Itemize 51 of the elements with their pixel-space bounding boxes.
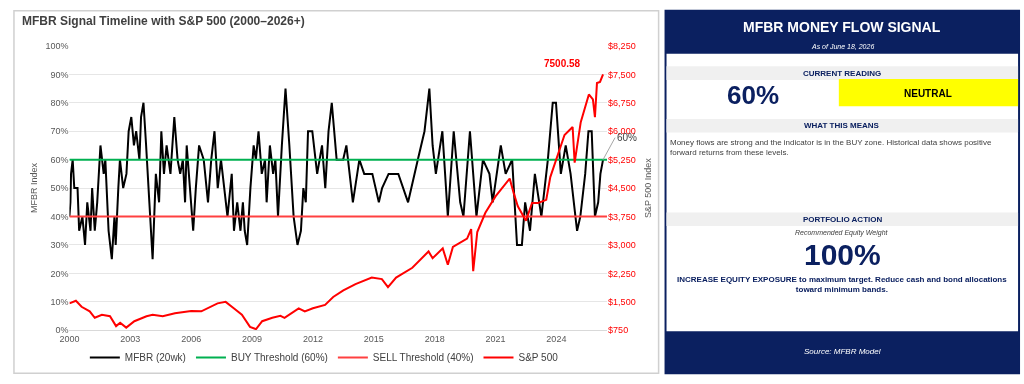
x-tick-label: 2006 (181, 334, 202, 345)
y2-tick-label: $3,000 (608, 240, 636, 251)
line-series (69, 87, 605, 261)
y2-tick-label: $5,250 (608, 154, 636, 165)
text: MFBR MONEY FLOW SIGNAL (743, 19, 941, 35)
text: NEUTRAL (904, 88, 952, 99)
text: 100% (804, 238, 881, 271)
x-tick-label: 2015 (363, 334, 384, 345)
line-series (69, 73, 605, 331)
legend-label: MFBR (20wk) (124, 352, 186, 364)
x-tick-label: 2003 (120, 334, 141, 345)
y-tick-label: 80% (50, 97, 69, 108)
text: PORTFOLIO ACTION (803, 215, 883, 224)
x-tick-label: 2024 (546, 334, 567, 345)
chart-title: MFBR Signal Timeline with S&P 500 (2000–2026+) (22, 14, 305, 28)
annotation: 7500.58 (544, 58, 581, 69)
y2-tick-label: $8,250 (608, 41, 636, 52)
y-tick-label: 100% (45, 41, 69, 52)
x-tick-label: 2021 (485, 334, 506, 345)
y2-tick-label: $7,500 (608, 69, 636, 80)
y2-tick-label: $4,500 (608, 183, 636, 194)
y-axis-title: MFBR Index (28, 162, 39, 214)
text: Money flows are strong and the indicator is in the BUY zone. Historical data shows positive forward returns from these levels. (670, 138, 992, 158)
y-tick-label: 90% (50, 69, 69, 80)
y-tick-label: 50% (50, 183, 69, 194)
annotation: 60% (617, 132, 638, 143)
text: 60% (727, 80, 780, 110)
source-note: Source: MFBR Model (804, 347, 881, 356)
text: INCREASE EQUITY EXPOSURE to maximum target. Reduce cash and bond allocations toward minimum bands. (677, 275, 1008, 295)
text: WHAT THIS MEANS (804, 121, 880, 130)
y2-tick-label: $2,250 (608, 268, 636, 279)
y-tick-label: 40% (50, 211, 69, 222)
y-tick-label: 20% (50, 268, 69, 279)
y2-tick-label: $1,500 (608, 297, 636, 308)
legend-label: S&P 500 (518, 352, 559, 364)
x-tick-label: 2009 (242, 334, 263, 345)
y-tick-label: 30% (50, 240, 69, 251)
y2-tick-label: $750 (608, 325, 629, 336)
y-tick-label: 70% (50, 126, 69, 137)
y2-tick-label: $6,750 (608, 97, 636, 108)
legend-label: SELL Threshold (40%) (372, 352, 474, 364)
x-tick-label: 2000 (59, 334, 80, 345)
y-tick-label: 60% (50, 154, 69, 165)
y2-axis-title: S&P 500 Index (643, 157, 654, 219)
y2-tick-label: $3,750 (608, 211, 636, 222)
text: CURRENT READING (803, 69, 882, 78)
y-tick-label: 0% (55, 325, 69, 336)
x-tick-label: 2018 (424, 334, 445, 345)
x-tick-label: 2012 (302, 334, 323, 345)
y-tick-label: 10% (50, 297, 69, 308)
legend-label: BUY Threshold (60%) (230, 352, 328, 364)
